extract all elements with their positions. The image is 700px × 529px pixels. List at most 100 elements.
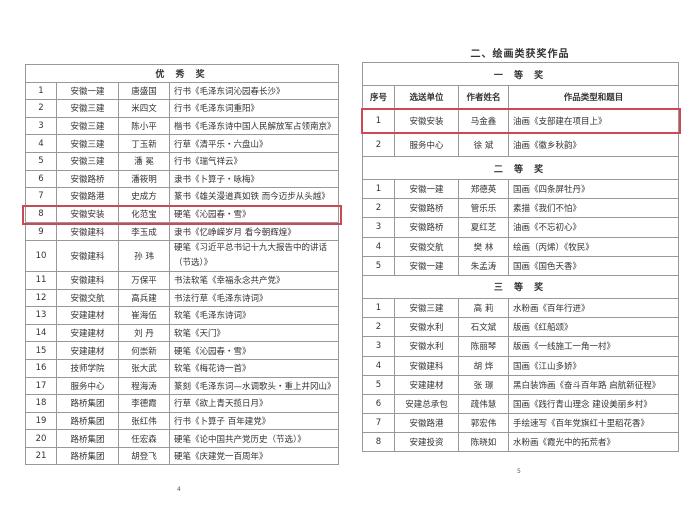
table-row: 10 安徽建科孙 玮硬笔《习近平总书记十九大报告中的讲话（节选）》 [25,239,340,272]
table-cell: 丁玉新 [118,134,170,153]
table-row: 15 安建建材 何崇新 硬笔《沁园春・雪》 [25,341,340,360]
table-cell: 1 [362,297,395,319]
table-row: 19 路桥集团 张红伟 行书《卜算子 百年建党》 [25,411,340,431]
table-row: 5 安建建材张 璟黑白装饰画《奋斗百年路 启航新征程》 [362,374,680,395]
table-cell: 夏红芝 [458,217,509,238]
table-row: 1 安徽安装 马金鑫 油画《支部建在项目上》 [362,108,680,133]
table-cell: 软笔《毛泽东诗词》 [168,306,340,325]
table-cell: 史成方 [118,187,170,206]
table-cell: 油画《不忘初心》 [507,217,680,238]
table-cell: 服务中心 [394,132,459,157]
table-cell: 高兵建 [118,288,170,308]
table-row: 14 安建建材刘 丹软笔《天门》 [25,323,340,343]
table-cell: 唐盛国 [118,81,170,101]
table-cell: 优 秀 奖 [24,64,340,83]
table-cell: 樊 林 [458,236,509,257]
column-header-row: 序号 选送单位 作者姓名 作品类型和题目 [362,85,680,109]
table-row: 4 安徽交航樊 林绘画（丙烯）《牧民》 [362,236,680,257]
table-row: 12 安徽交航 高兵建 书法行草《毛泽东诗词》 [25,288,340,308]
table-cell: 10 [25,239,57,272]
table-cell: 安徽三建 [56,99,119,118]
table-row: 2 安徽三建 米四文 行书《毛泽东词重阳》 [25,99,340,118]
table-cell: 胡登飞 [118,446,170,466]
table-cell: 二 等 奖 [361,156,680,180]
table-cell: 18 [25,394,57,413]
table-row: 1 安徽一建 郑德英 国画《四条屏牡丹》 [362,178,680,200]
table-cell: 软笔《梅花诗一首》 [168,358,340,378]
page-number-right: 5 [517,468,521,475]
table-cell: 1 [362,178,395,200]
table-cell: 安徽路桥 [394,217,459,238]
table-cell: 安建建材 [394,374,459,395]
table-cell: 安徽建科 [394,355,459,376]
table-cell: 安徽三建 [394,297,459,319]
table-cell: 安建建材 [56,323,119,343]
table-cell: 行书《瑞气祥云》 [168,151,340,171]
table-cell: 8 [25,204,57,224]
excellence-award-table: 优 秀 奖 1 安徽一建 唐盛国 行书《毛泽东词沁园春长沙》 2 安徽三建 米四文 行书《毛泽东… [24,64,340,466]
table-cell: 安徽安装 [394,108,459,133]
table-row: 8 安建投资 陈晓如 水粉画《霞光中的拓荒者》 [362,432,680,453]
table-cell: 软笔《天门》 [168,323,340,343]
table-cell: 安徽建科 [56,239,119,272]
table-cell: 硬笔《论中国共产党历史（节选）》 [168,429,340,448]
table-cell: 素描《我们不怕》 [507,198,680,219]
table-row: 3 安徽路桥 夏红芝 油画《不忘初心》 [362,217,680,238]
table-cell: 2 [362,132,395,157]
table-row: 5 安徽三建潘 冕行书《瑞气祥云》 [25,151,340,171]
table-cell: 安徽一建 [394,178,459,200]
painting-awards-table: 一 等 奖序号 选送单位 作者姓名 作品类型和题目 1 安徽安装 马金鑫 油画《支部建在项目上… [361,62,680,453]
table-cell: 书法软笔《幸福永念共产党》 [168,270,340,290]
table-cell: 17 [25,376,57,396]
table-row: 16 技师学院 张大武 软笔《梅花诗一首》 [25,358,340,378]
table-row: 20 路桥集团 任宏森 硬笔《论中国共产党历史（节选）》 [25,429,340,448]
table-row: 21 路桥集团 胡登飞 硬笔《庆建党一百周年》 [25,446,340,466]
table-cell: 手绘速写《百年党旗红十里稻花香》 [507,413,680,434]
table-cell: 9 [25,222,57,241]
table-row: 8 安徽安装 化范宝 硬笔《沁园春・雪》 [25,204,340,224]
table-cell: 国画《国色天香》 [507,255,680,276]
table-cell: 绘画（丙烯）《牧民》 [507,236,680,257]
table-cell: 8 [362,432,395,453]
table-row: 17 服务中心 程海涛 篆刻《毛泽东词—水调歌头・重上井冈山》 [25,376,340,396]
table-cell: 安徽建科 [56,222,119,241]
section-header-row: 一 等 奖 [361,62,680,86]
table-cell: 张大武 [118,358,170,378]
table-cell: 石文斌 [458,317,509,338]
table-cell: 16 [25,358,57,378]
table-cell: 行草《清平乐・六盘山》 [168,134,340,153]
table-cell: 安徽一建 [56,81,119,101]
table-cell: 隶书《忆峥嵘岁月 看今朝辉煌》 [168,222,340,241]
table-cell: 安徽三建 [56,116,119,136]
table-cell: 疏伟慧 [458,393,509,415]
table-row: 6 安徽路桥 潘筱明 隶书《卜算子・咏梅》 [25,169,340,189]
table-cell: 万保平 [118,270,170,290]
table-row: 4 安徽三建 丁玉新 行草《清平乐・六盘山》 [25,134,340,153]
table-row: 1 安徽一建 唐盛国 行书《毛泽东词沁园春长沙》 [25,81,340,101]
table-cell: 国画《四条屏牡丹》 [507,178,680,200]
table-cell: 陈丽琴 [458,336,509,357]
table-cell: 版画《红船颂》 [507,317,680,338]
table-cell: 5 [362,255,395,276]
table-cell: 序号 [362,85,395,109]
table-cell: 程海涛 [118,376,170,396]
table-cell: 4 [362,236,395,257]
table-cell: 安建建材 [56,341,119,360]
table-cell: 3 [25,116,57,136]
table-cell: 国画《践行青山理念 建设美丽乡村》 [507,393,680,415]
table-row: 18 路桥集团 李德霞 行草《欲上青天揽日月》 [25,394,340,413]
table-cell: 行书《毛泽东词重阳》 [168,99,340,118]
table-cell: 安建总承包 [394,393,459,415]
table-cell: 7 [25,187,57,206]
table-cell: 19 [25,411,57,431]
table-cell: 陈小平 [118,116,170,136]
table-cell: 4 [362,355,395,376]
table-cell: 21 [25,446,57,466]
table-row: 7 安徽路港 郭宏伟 手绘速写《百年党旗红十里稻花香》 [362,413,680,434]
table-cell: 路桥集团 [56,446,119,466]
table-cell: 刘 丹 [118,323,170,343]
table-cell: 高 莉 [458,297,509,319]
table-row: 4 安徽建科胡 烨国画《江山多娇》 [362,355,680,376]
table-cell: 崔海伍 [118,306,170,325]
table-cell: 路桥集团 [56,411,119,431]
